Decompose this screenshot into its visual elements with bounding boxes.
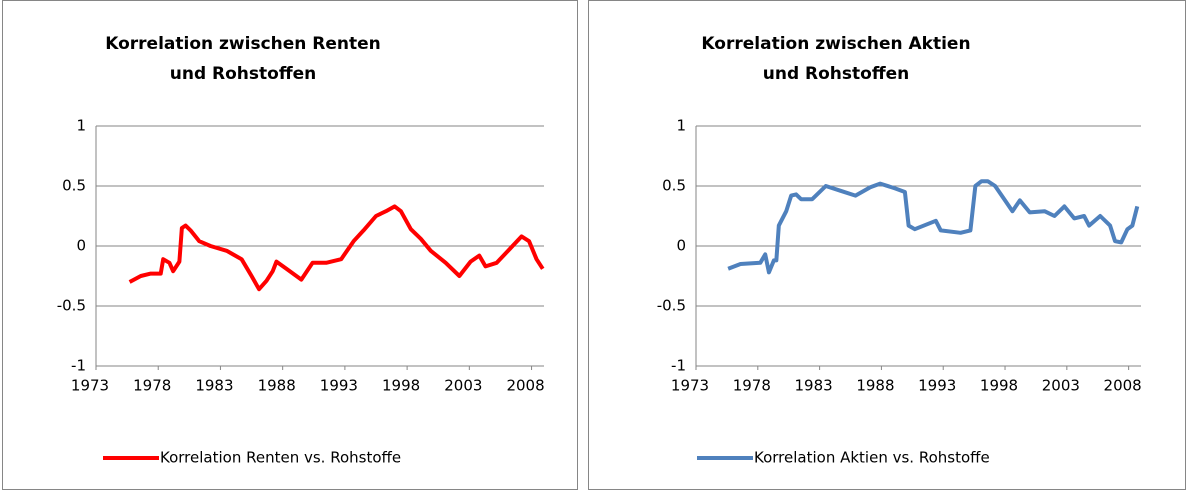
x-tick-label: 1988	[856, 377, 894, 395]
x-tick-label: 1978	[733, 377, 771, 395]
y-tick-label: 1	[76, 117, 86, 135]
chart-panel: Korrelation zwischen Renten und Rohstoff…	[2, 0, 578, 490]
x-tick-label: 2008	[1104, 377, 1142, 395]
legend-label: Korrelation Aktien vs. Rohstoffe	[754, 449, 990, 467]
data-line	[128, 204, 545, 292]
chart-title: Korrelation zwischen Aktien und Rohstoff…	[701, 34, 971, 84]
y-tick-label: -0.5	[57, 297, 86, 315]
y-tick-label: -1	[71, 357, 86, 375]
x-tick-label: 1998	[980, 377, 1018, 395]
y-tick-label: 0	[676, 237, 686, 255]
y-tick-label: 0.5	[62, 177, 86, 195]
y-tick-label: 0	[76, 237, 86, 255]
chart-panel: Korrelation zwischen Aktien und Rohstoff…	[588, 0, 1186, 490]
legend-label: Korrelation Renten vs. Rohstoffe	[160, 449, 401, 467]
chart: -1 -0.5 0 0.5 1 1973 1978 1983 1988 1993 1998 2003 2…	[657, 117, 1142, 467]
x-tick-label: 1993	[320, 377, 358, 395]
x-tick-label: 1983	[795, 377, 833, 395]
x-tick-label: 2008	[506, 377, 544, 395]
x-tick-label: 1978	[133, 377, 171, 395]
y-tick-label: -1	[671, 357, 686, 375]
x-tick-label: 2003	[444, 377, 482, 395]
x-tick-label: 1993	[918, 377, 956, 395]
y-tick-label: -0.5	[657, 297, 686, 315]
x-tick-label: 1998	[382, 377, 420, 395]
y-tick-label: 0.5	[662, 177, 686, 195]
x-tick-label: 1983	[195, 377, 233, 395]
x-tick-label: 2003	[1042, 377, 1080, 395]
x-tick-label: 1988	[258, 377, 296, 395]
x-tick-label: 1973	[71, 377, 109, 395]
chart-title: Korrelation zwischen Renten und Rohstoff…	[105, 34, 381, 84]
y-tick-label: 1	[676, 117, 686, 135]
x-tick-label: 1973	[671, 377, 709, 395]
chart: -1 -0.5 0 0.5 1 1973 1978 1983 1988 1993 1998 2003 2…	[57, 117, 545, 467]
data-line	[727, 179, 1140, 275]
